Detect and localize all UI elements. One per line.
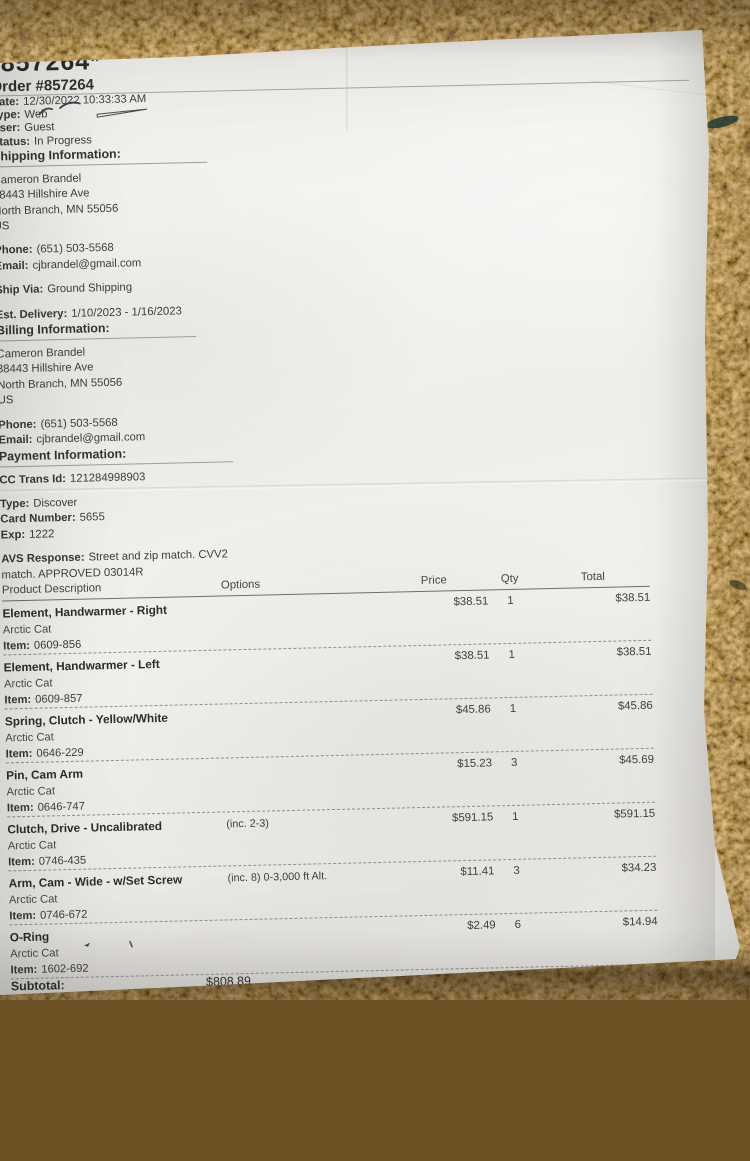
items-table: Product Description Options Price Qty To… — [1, 569, 659, 980]
item-options — [229, 921, 423, 973]
header-options: Options — [220, 578, 261, 592]
receipt-content: 12/30/22, 11:19 AM Admin Console | Cart … — [0, 30, 690, 993]
avs-response: AVS Response: Street and zip match. CVV2 … — [1, 548, 229, 582]
header-qty: Qty — [500, 572, 519, 585]
shipping-heading: Shipping Information: — [0, 144, 208, 168]
ship-via: Ship Via: Ground Shipping — [0, 281, 133, 297]
paper-shade-right — [655, 30, 715, 995]
item-options: (inc. 2-3) — [226, 817, 270, 831]
header-total: Total — [580, 570, 605, 584]
item-name: Element, Handwarmer - Left — [3, 656, 160, 675]
shipping-information-section: Shipping Information: Cameron Brandel 38… — [0, 144, 211, 324]
order-total-row: Order Total: $919.45 — [12, 1065, 254, 1089]
item-total: $591.15 — [613, 807, 656, 821]
item-options — [221, 597, 415, 649]
item-qty: 3 — [510, 756, 518, 769]
item-price: $38.51 — [453, 595, 489, 608]
paper-lighting — [0, 30, 740, 995]
item-qty: 1 — [507, 594, 514, 607]
internal-notes-heading: Internal Notes — [13, 1087, 443, 1116]
sales-tax-row: Sales Tax: $63.15 — [12, 1042, 253, 1063]
item-total: $45.86 — [617, 699, 653, 713]
insurance-value: $9.99 — [220, 1019, 253, 1035]
item-qty: 1 — [508, 648, 516, 661]
item-total: $34.23 — [621, 861, 657, 875]
billing-information-section: Billing Information: Cameron Brandel 384… — [0, 319, 199, 449]
item-brand: Arctic Cat — [3, 677, 53, 691]
item-price: $15.23 — [457, 757, 493, 770]
item-qty: 6 — [514, 918, 522, 931]
payment-information-section: Payment Information: CC Trans Id: 1212849… — [0, 443, 236, 584]
item-options — [224, 705, 418, 757]
item-qty: 3 — [513, 864, 520, 877]
sales-tax-value: $63.15 — [214, 1042, 253, 1058]
insurance-row: Insurance: $9.99 — [11, 1019, 253, 1040]
item-total: $14.94 — [622, 915, 658, 929]
item-qty: 1 — [509, 702, 517, 715]
pen-scribble-icon — [38, 101, 148, 118]
item-total: $38.51 — [615, 591, 651, 605]
item-brand: Arctic Cat — [5, 731, 54, 745]
item-price: $38.51 — [454, 649, 490, 662]
internal-notes-section: Internal Notes 12/30/2022 10:36 AM: Orde… — [13, 1087, 444, 1135]
item-price: $45.86 — [455, 703, 491, 716]
item-brand: Arctic Cat — [7, 839, 57, 853]
internal-note: 12/30/2022 10:36 AM: Order Downloaded — [13, 1115, 240, 1136]
item-brand: Arctic Cat — [8, 893, 58, 907]
item-name: Element, Handwarmer - Right — [2, 602, 168, 621]
item-brand: Arctic Cat — [6, 785, 56, 799]
item-total: $45.69 — [618, 753, 655, 767]
header-price: Price — [420, 574, 447, 587]
item-total: $38.51 — [616, 645, 652, 659]
item-price: $11.41 — [460, 865, 495, 878]
item-options: (inc. 8) 0-3,000 ft Alt. — [227, 869, 328, 885]
item-name: Spring, Clutch - Yellow/White — [4, 710, 169, 729]
cc-trans-id: CC Trans Id: 121284998903 — [0, 470, 146, 487]
billing-heading: Billing Information: — [0, 319, 197, 342]
page-number: 2/14 — [14, 1148, 36, 1161]
item-name: Clutch, Drive - Uncalibrated — [7, 818, 163, 837]
receipt-paper: 12/30/22, 11:19 AM Admin Console | Cart … — [0, 30, 740, 995]
order-total-value: $919.45 — [198, 1065, 254, 1084]
pen-dots-icon — [84, 940, 133, 948]
item-options — [222, 651, 416, 703]
item-price: $591.15 — [451, 811, 494, 825]
paper-crease-vertical — [346, 30, 350, 130]
item-brand: Arctic Cat — [2, 623, 52, 637]
item-price: $2.49 — [467, 919, 496, 932]
print-footer-url: https://www.cyclepartsnation.com/admin/c… — [14, 1129, 330, 1160]
item-options — [225, 759, 419, 811]
item-name: Pin, Cam Arm — [5, 766, 84, 783]
item-name: Arm, Cam - Wide - w/Set Screw — [8, 872, 183, 891]
item-qty: 1 — [512, 810, 519, 823]
